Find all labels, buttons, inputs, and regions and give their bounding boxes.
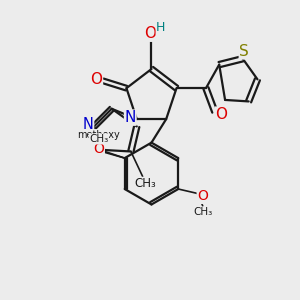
Text: CH₃: CH₃ (89, 134, 108, 144)
Text: O: O (144, 26, 156, 41)
Text: O: O (92, 144, 104, 159)
Text: methoxy: methoxy (77, 130, 120, 140)
Text: O: O (197, 189, 208, 203)
Text: O: O (93, 142, 104, 156)
Text: O: O (215, 107, 227, 122)
Text: N: N (83, 118, 94, 133)
Text: CH₃: CH₃ (135, 177, 157, 190)
Text: N: N (124, 110, 136, 125)
Text: S: S (239, 44, 249, 59)
Text: H: H (156, 21, 166, 34)
Text: O: O (93, 139, 104, 153)
Text: CH₃: CH₃ (193, 207, 212, 217)
Text: O: O (90, 72, 102, 87)
